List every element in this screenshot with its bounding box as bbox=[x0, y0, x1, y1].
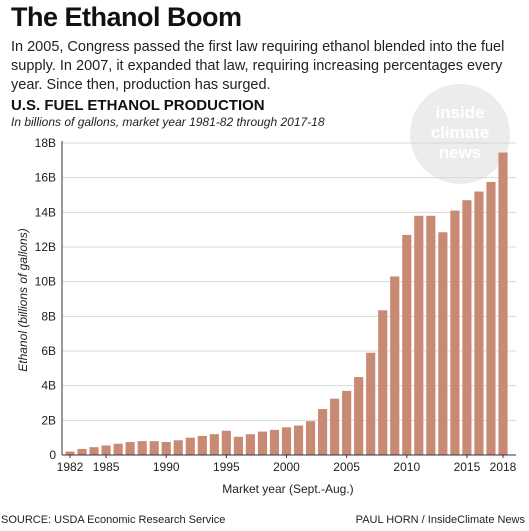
source-note: SOURCE: USDA Economic Research Service bbox=[1, 514, 226, 526]
bar-2014 bbox=[450, 210, 460, 455]
bar-1983 bbox=[77, 448, 87, 455]
y-tick-label: 0 bbox=[49, 448, 56, 462]
bar-2002 bbox=[305, 421, 316, 455]
bar-2008 bbox=[378, 310, 388, 455]
bar-2017 bbox=[486, 182, 496, 455]
bar-1998 bbox=[257, 431, 268, 455]
bar-1995 bbox=[221, 430, 231, 455]
bar-1993 bbox=[197, 435, 207, 455]
bar-2003 bbox=[318, 409, 328, 455]
x-axis-title: Market year (Sept.-Aug.) bbox=[222, 482, 353, 496]
bar-1990 bbox=[161, 442, 171, 455]
insideclimate-news-logo: inside climate news bbox=[410, 84, 510, 184]
bars bbox=[65, 152, 508, 456]
bar-1987 bbox=[125, 442, 135, 455]
bar-2011 bbox=[414, 215, 424, 455]
bar-2006 bbox=[354, 377, 364, 455]
x-tick-label: 1995 bbox=[213, 460, 240, 474]
bar-2010 bbox=[402, 234, 412, 455]
bar-1997 bbox=[245, 434, 255, 455]
bar-2009 bbox=[390, 276, 400, 455]
bar-1982 bbox=[65, 451, 75, 455]
bar-1984 bbox=[89, 447, 99, 455]
logo-line-3: news bbox=[438, 143, 482, 162]
logo-line-1: inside bbox=[435, 103, 485, 122]
bar-2012 bbox=[426, 215, 436, 455]
bar-1992 bbox=[185, 437, 195, 455]
y-tick-label: 12B bbox=[35, 240, 56, 254]
x-tick-label: 1985 bbox=[93, 460, 120, 474]
bar-2000 bbox=[281, 427, 292, 455]
intro-text: In 2005, Congress passed the first law r… bbox=[11, 39, 505, 93]
bar-2005 bbox=[342, 390, 352, 455]
bar-2004 bbox=[330, 398, 340, 455]
y-tick-labels: 0 2B 4B 6B 8B 10B 12B 14B 16B 18B bbox=[35, 136, 57, 462]
bar-2013 bbox=[438, 232, 448, 455]
headline: The Ethanol Boom bbox=[11, 2, 242, 32]
y-tick-label: 2B bbox=[41, 413, 56, 427]
bar-2001 bbox=[293, 425, 304, 455]
axes bbox=[61, 141, 516, 456]
x-tick-label: 1982 bbox=[57, 460, 84, 474]
y-axis-title: Ethanol (billions of gallons) bbox=[16, 228, 30, 371]
bar-1986 bbox=[113, 443, 123, 455]
y-tick-label: 4B bbox=[41, 379, 56, 393]
bar-1988 bbox=[137, 441, 147, 455]
credit-note: PAUL HORN / InsideClimate News bbox=[355, 514, 525, 526]
bar-1989 bbox=[149, 441, 159, 455]
bar-1999 bbox=[269, 429, 280, 455]
bar-1996 bbox=[233, 436, 243, 455]
bar-2018 bbox=[498, 152, 508, 456]
x-tick-label: 2010 bbox=[393, 460, 420, 474]
x-tick-labels: 1982 1985 1990 1995 2000 2005 2010 2015 2018 bbox=[57, 455, 517, 474]
logo-line-2: climate bbox=[430, 123, 490, 142]
x-tick-label: 2005 bbox=[333, 460, 360, 474]
x-tick-label: 1990 bbox=[153, 460, 180, 474]
chart-title: U.S. FUEL ETHANOL PRODUCTION bbox=[11, 97, 265, 114]
bar-1994 bbox=[209, 434, 219, 455]
bar-2015 bbox=[462, 200, 472, 455]
bar-1985 bbox=[101, 445, 111, 455]
x-tick-label: 2000 bbox=[273, 460, 300, 474]
x-tick-label: 2015 bbox=[454, 460, 481, 474]
y-tick-label: 10B bbox=[35, 275, 56, 289]
gridlines bbox=[62, 142, 516, 421]
bar-1991 bbox=[173, 440, 183, 455]
y-tick-label: 16B bbox=[35, 171, 56, 185]
y-tick-label: 6B bbox=[41, 344, 56, 358]
y-tick-label: 14B bbox=[35, 205, 56, 219]
chart-subtitle: In billions of gallons, market year 1981… bbox=[11, 115, 325, 129]
bar-2016 bbox=[474, 191, 484, 456]
x-tick-label: 2018 bbox=[490, 460, 517, 474]
bar-2007 bbox=[366, 352, 376, 455]
y-tick-label: 8B bbox=[41, 309, 56, 323]
y-tick-label: 18B bbox=[35, 136, 56, 150]
